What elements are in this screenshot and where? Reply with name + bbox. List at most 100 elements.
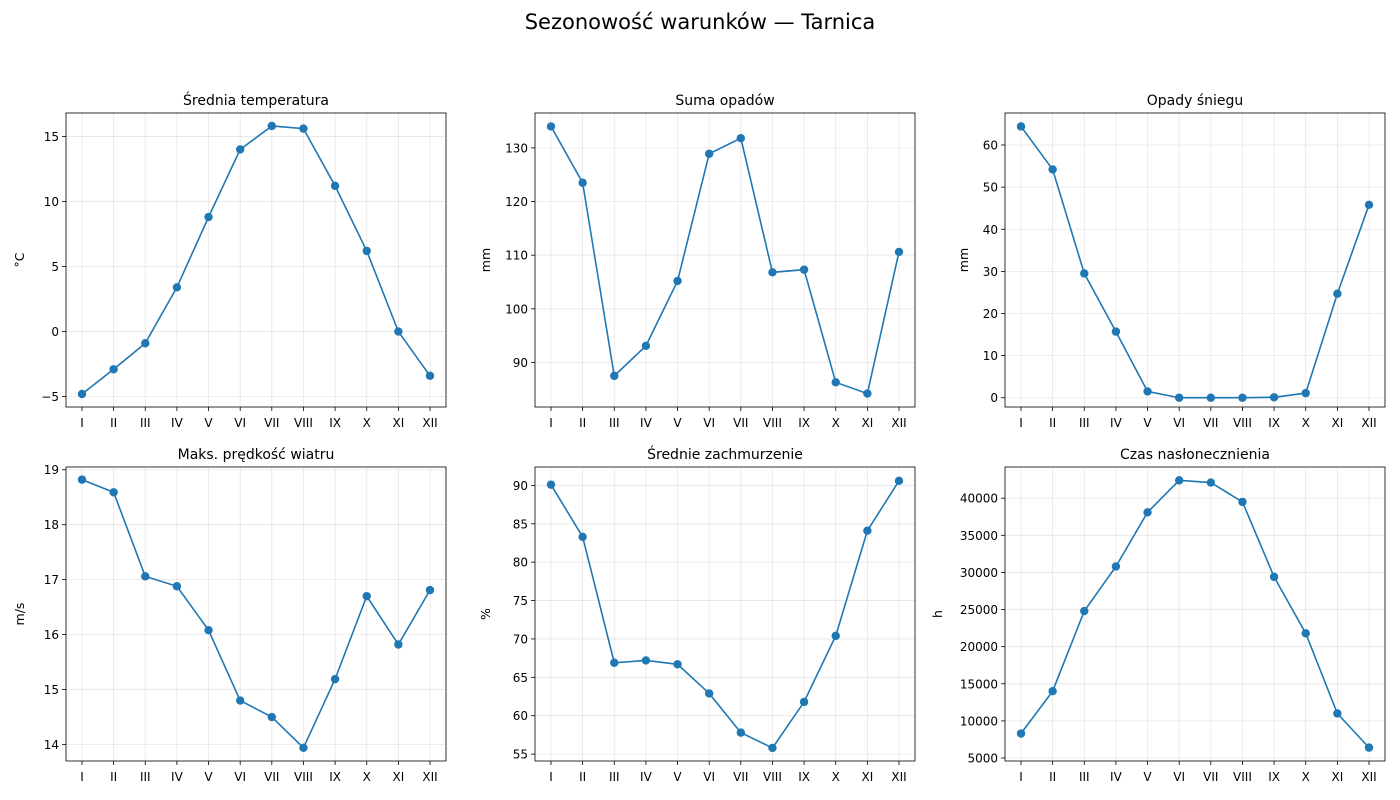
data-point	[299, 743, 308, 753]
data-point	[109, 365, 118, 374]
x-tick-label: III	[1079, 770, 1090, 784]
y-tick-label: 10000	[960, 714, 998, 728]
x-tick-label: VI	[234, 416, 246, 430]
data-point	[799, 265, 809, 274]
grid-lines	[1005, 113, 1385, 407]
y-tick-label: 20000	[960, 640, 998, 654]
x-tick-label: XI	[861, 770, 873, 784]
series-line	[81, 478, 431, 750]
data-point	[235, 696, 245, 705]
y-tick-label: 15	[44, 683, 59, 697]
data-point	[546, 480, 556, 489]
x-tick-label: VI	[703, 416, 715, 430]
x-tick-label: XII	[422, 416, 437, 430]
series-line	[1020, 479, 1370, 749]
y-axis-label: °C	[12, 252, 27, 267]
y-tick-label: 50	[983, 181, 998, 195]
x-tick-label: II	[1049, 416, 1056, 430]
y-tick-label: 70	[513, 632, 528, 646]
y-tick-label: 90	[513, 479, 528, 493]
y-tick-label: 17	[44, 573, 59, 587]
x-tick-label: VII	[264, 770, 279, 784]
x-tick-label: IV	[1110, 416, 1123, 430]
data-point	[1048, 165, 1057, 174]
x-tick-label: X	[363, 770, 371, 784]
x-tick-label: XII	[1361, 416, 1376, 430]
data-point	[1016, 122, 1026, 131]
x-tick-label: VIII	[763, 416, 782, 430]
x-tick-label: VI	[703, 770, 715, 784]
y-tick-label: −5	[41, 390, 59, 404]
y-tick-label: 5	[51, 260, 59, 274]
x-tick-label: X	[1302, 416, 1310, 430]
y-tick-label: 100	[505, 302, 528, 316]
series-line	[1020, 126, 1370, 399]
data-point	[546, 122, 556, 131]
data-point	[362, 591, 371, 601]
grid-lines	[535, 467, 915, 761]
chart-title: Suma opadów	[675, 93, 774, 109]
series-line	[550, 126, 900, 395]
x-tick-label: VI	[1173, 416, 1185, 430]
chart-panel-2: I II III IV V VI VII VIII IX X XI XII90100110120130…	[478, 93, 916, 430]
data-point	[1333, 709, 1342, 718]
chart-panel-1: I II III IV V VI VII VIII IX X XI XII−5051015Średni…	[12, 91, 447, 430]
data-point	[1238, 497, 1247, 507]
x-tick-label: III	[609, 770, 620, 784]
x-tick-label: III	[140, 770, 151, 784]
data-point	[1143, 508, 1152, 517]
series-line	[81, 125, 431, 395]
y-tick-label: 16	[44, 628, 59, 642]
y-tick-label: 10	[983, 349, 998, 363]
y-tick-label: 75	[513, 594, 528, 608]
x-tick-label: XI	[392, 416, 404, 430]
data-point	[267, 121, 277, 131]
x-tick-label: XII	[891, 416, 906, 430]
x-tick-label: VII	[264, 416, 279, 430]
x-tick-label: V	[673, 416, 682, 430]
y-tick-label: 55	[513, 748, 528, 762]
x-tick-label: XI	[861, 416, 873, 430]
chart-title: Opady śniegu	[1147, 93, 1244, 109]
data-point	[831, 631, 840, 641]
data-point	[330, 181, 340, 191]
x-tick-label: IV	[640, 416, 653, 430]
y-axis-label: m/s	[12, 603, 27, 626]
grid-lines	[66, 113, 446, 407]
data-point	[704, 689, 714, 698]
data-point	[425, 585, 435, 595]
y-tick-label: 10	[44, 195, 59, 209]
y-tick-label: 25000	[960, 603, 998, 617]
x-tick-label: IX	[329, 770, 341, 784]
x-tick-label: X	[1302, 770, 1310, 784]
y-axis-label: mm	[956, 248, 971, 272]
data-point	[77, 389, 87, 399]
y-tick-label: 14	[44, 738, 59, 752]
axes-frame	[65, 466, 447, 762]
x-tick-label: IV	[640, 770, 653, 784]
y-tick-label: 0	[51, 325, 59, 339]
x-tick-label: XI	[392, 770, 404, 784]
data-point	[330, 674, 340, 684]
data-point	[1364, 743, 1374, 752]
chart-title: Maks. prędkość wiatru	[178, 447, 335, 463]
x-tick-label: VIII	[1233, 770, 1252, 784]
data-point	[1301, 388, 1310, 398]
y-tick-label: 40000	[960, 492, 998, 506]
x-tick-label: X	[832, 770, 840, 784]
x-tick-label: III	[1079, 416, 1090, 430]
x-tick-label: I	[80, 770, 84, 784]
data-point	[673, 660, 682, 669]
x-tick-label: II	[1049, 770, 1056, 784]
data-point	[1016, 729, 1026, 738]
data-point	[1206, 393, 1216, 402]
y-axis-label: %	[478, 608, 493, 620]
x-tick-label: V	[204, 416, 213, 430]
y-tick-label: 35000	[960, 529, 998, 543]
y-tick-label: 120	[505, 195, 528, 209]
x-tick-label: IX	[798, 416, 810, 430]
y-tick-label: 15000	[960, 677, 998, 691]
x-tick-label: X	[363, 416, 371, 430]
x-tick-label: VIII	[763, 770, 782, 784]
data-point	[610, 658, 619, 667]
